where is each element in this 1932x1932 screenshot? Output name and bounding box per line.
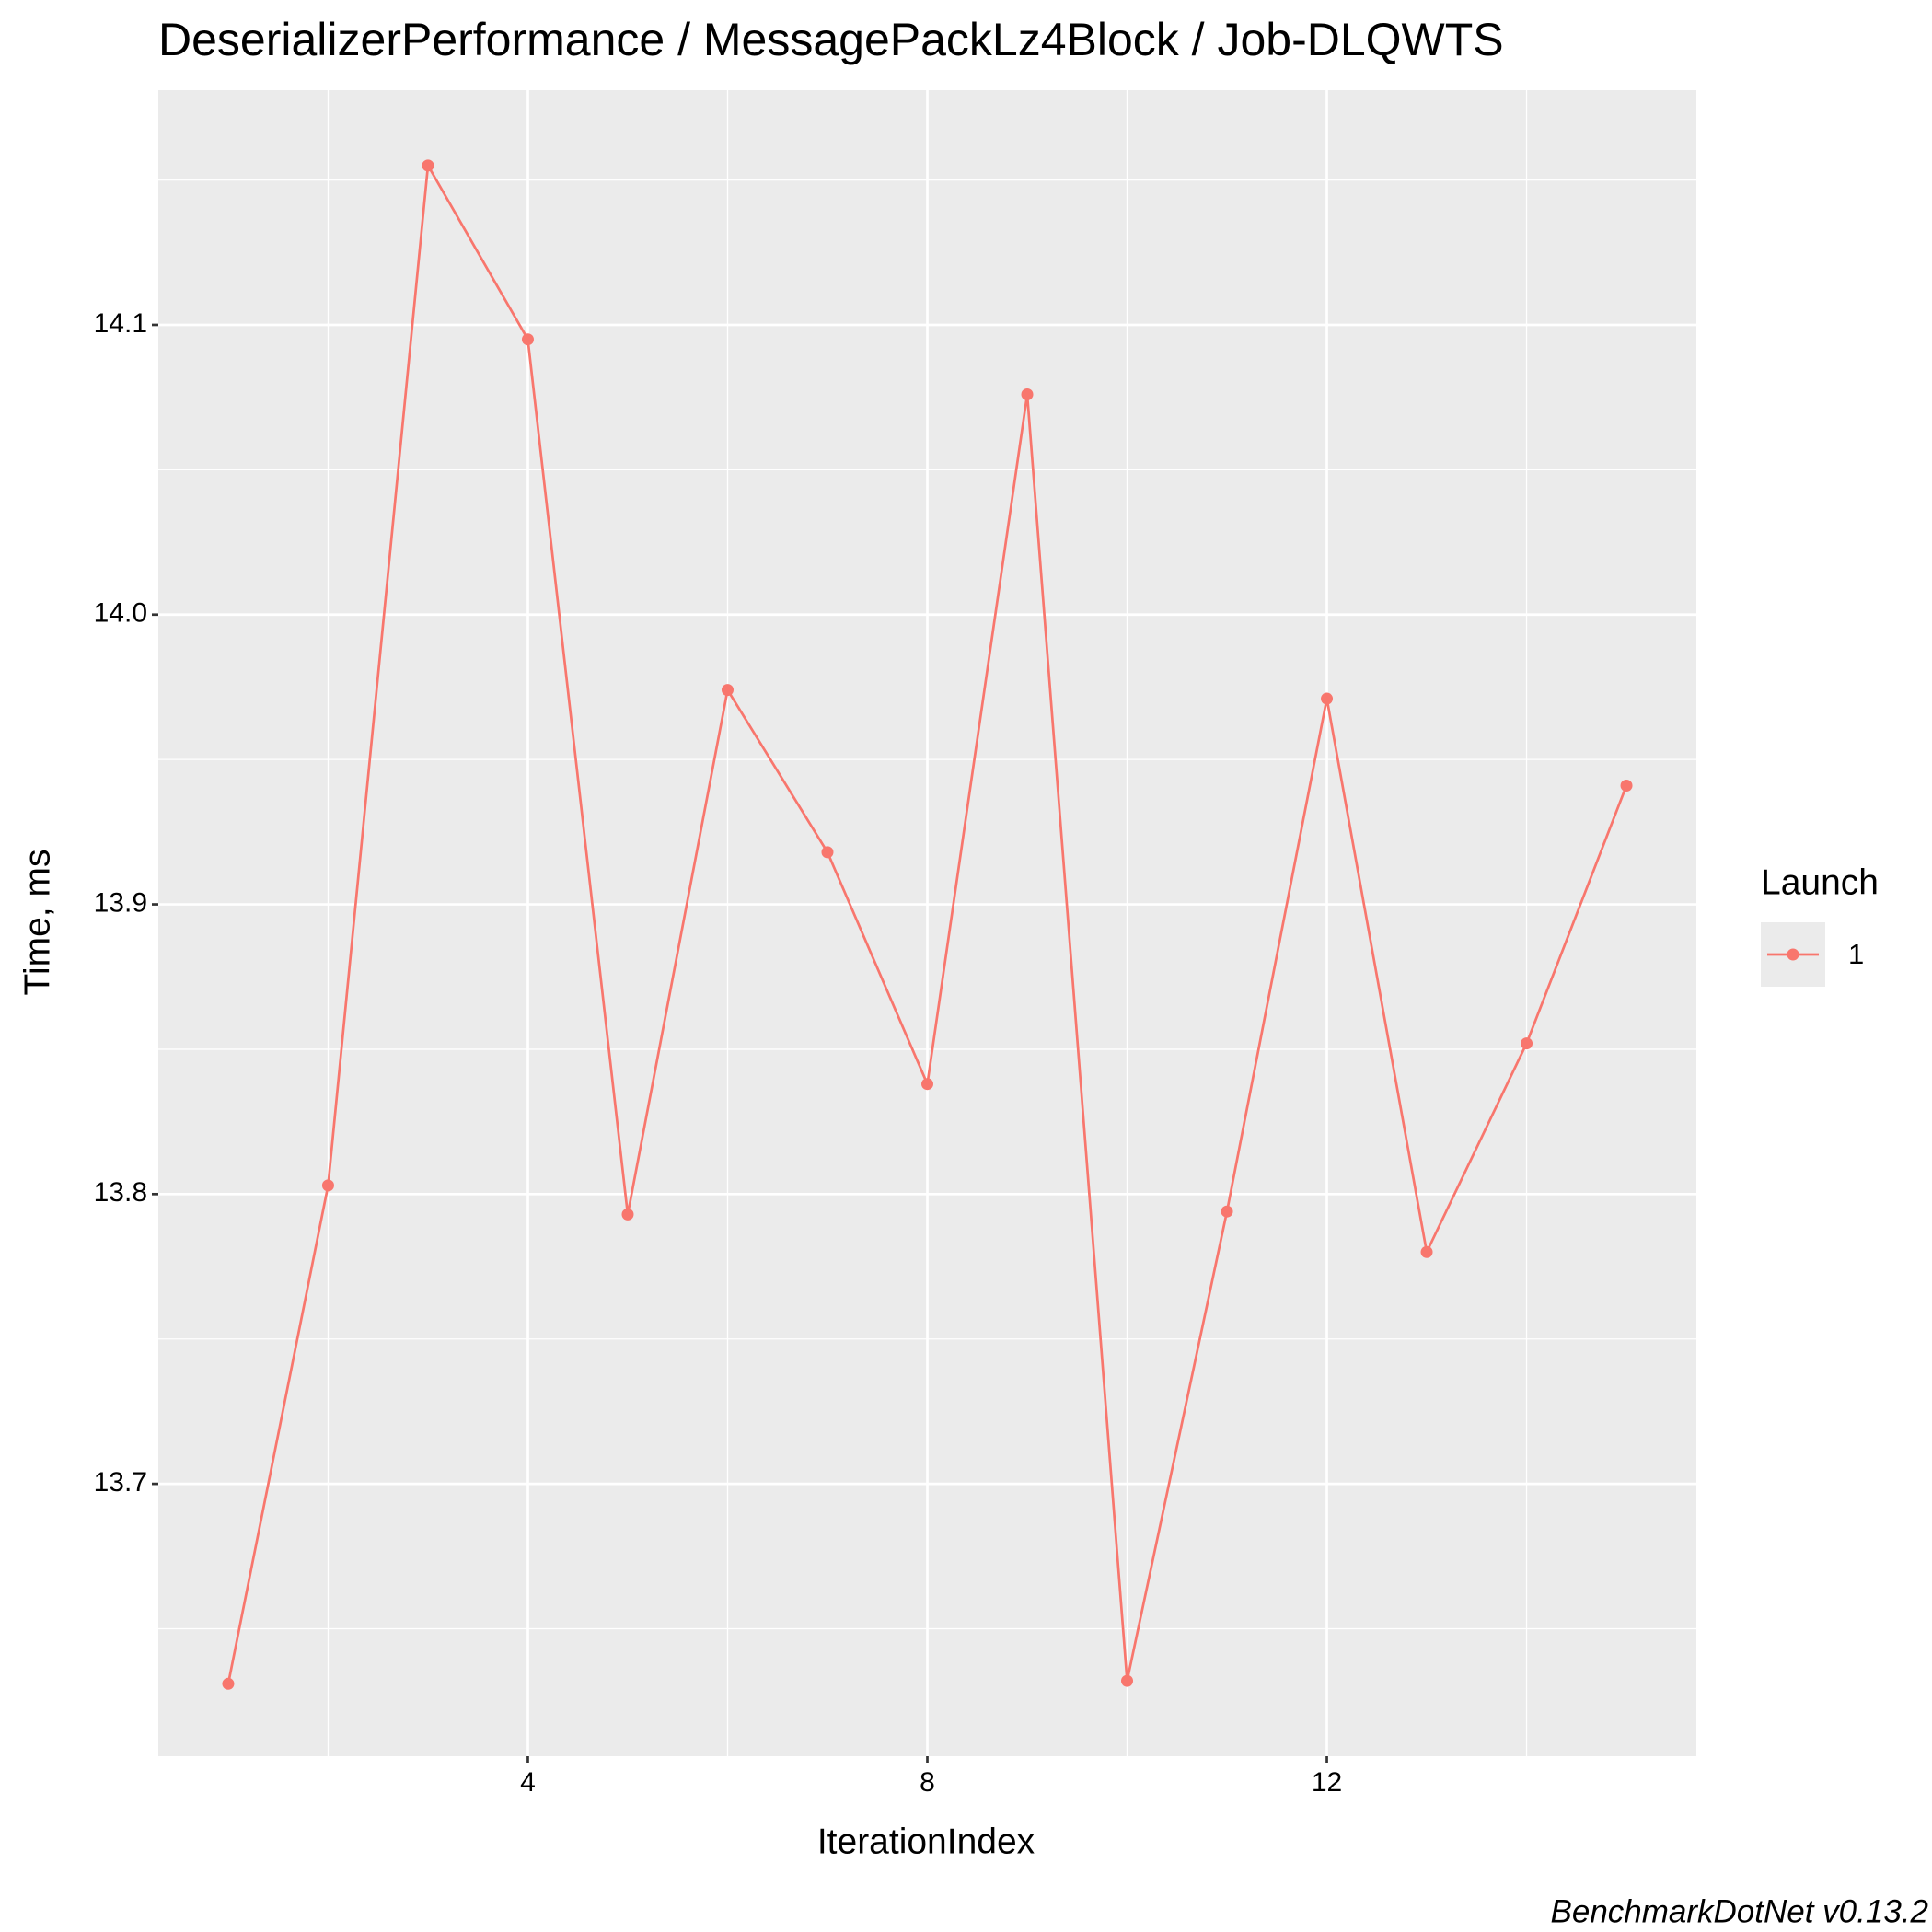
data-point	[721, 684, 734, 697]
data-point	[1121, 1674, 1134, 1687]
y-axis-label: Time, ms	[17, 850, 57, 996]
y-tick-label: 14.0	[94, 598, 147, 629]
data-point	[321, 1179, 334, 1192]
data-point	[1221, 1205, 1233, 1218]
data-point	[1021, 388, 1034, 401]
data-point	[1420, 1245, 1433, 1258]
data-point	[1620, 779, 1633, 792]
data-point	[422, 159, 434, 172]
x-tick-label: 12	[1312, 1767, 1342, 1798]
data-point	[222, 1677, 235, 1690]
chart-title: DeserializerPerformance / MessagePackLz4…	[158, 14, 1504, 65]
data-point	[921, 1078, 933, 1091]
x-tick-label: 8	[920, 1767, 935, 1798]
legend-title: Launch	[1761, 862, 1879, 902]
legend-label: 1	[1848, 938, 1864, 970]
x-axis-label: IterationIndex	[817, 1822, 1035, 1861]
data-point	[1321, 692, 1334, 705]
data-point	[621, 1208, 634, 1221]
x-tick-label: 4	[520, 1767, 536, 1798]
data-point	[521, 333, 534, 346]
data-point	[1521, 1037, 1533, 1050]
y-tick-label: 13.7	[94, 1467, 147, 1498]
caption: BenchmarkDotNet v0.13.2	[1551, 1893, 1928, 1929]
legend-marker	[1787, 948, 1799, 961]
y-tick-label: 14.1	[94, 308, 147, 339]
y-tick-label: 13.8	[94, 1177, 147, 1208]
y-tick-label: 13.9	[94, 887, 147, 918]
data-point	[821, 846, 834, 859]
